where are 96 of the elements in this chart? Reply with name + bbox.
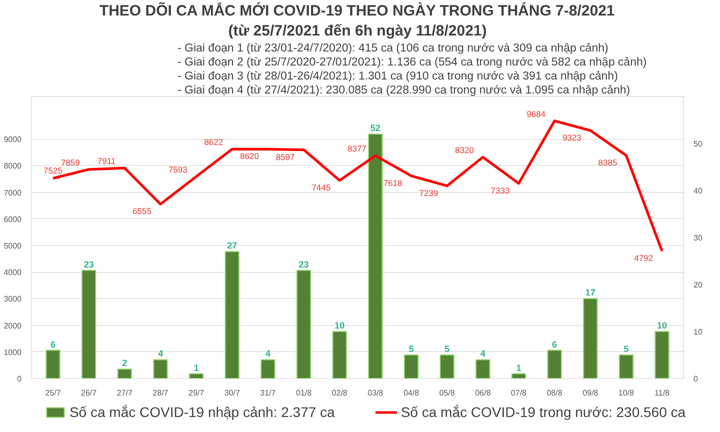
bar [117, 368, 132, 378]
bar [654, 331, 670, 378]
bar [82, 270, 96, 378]
bar [440, 354, 454, 378]
data-label: 23 [298, 259, 309, 270]
y-tick-label: 1000 [4, 348, 22, 357]
bar [296, 270, 312, 378]
x-tick-label: 02/8 [332, 388, 348, 398]
x-tick-label: 31/7 [260, 388, 276, 398]
x-tick-label: 05/8 [439, 388, 456, 398]
data-label: 23 [84, 259, 94, 270]
x-tick-label: 08/8 [546, 388, 563, 398]
y2-tick-label: 20 [694, 280, 703, 290]
legend-label: Số ca mắc COVID-19 trong nước: 230.560 ca [400, 404, 686, 420]
y2-tick-label: 0 [694, 374, 698, 384]
chart-title: THEO DÕI CA MẮC MỚI COVID-19 THEO NGÀY TRONG THÁNG 7-8/2021 [99, 2, 615, 20]
data-label: 1 [194, 362, 199, 373]
data-label: 8622 [204, 137, 224, 148]
x-tick-label: 01/8 [296, 388, 312, 398]
y2-tick-label: 10 [694, 328, 703, 336]
bar [224, 251, 240, 378]
data-label: 7593 [168, 164, 188, 174]
x-tick-label: 29/7 [188, 388, 205, 398]
data-label: 8320 [454, 145, 474, 156]
data-label: 7618 [383, 178, 403, 188]
data-label: 8597 [276, 152, 296, 162]
chart-subtitle: (từ 25/7/2021 đến 6h ngày 11/8/2021) [228, 22, 487, 40]
data-label: 5 [444, 344, 450, 354]
bar [547, 350, 562, 378]
x-tick-label: 26/7 [81, 388, 98, 398]
y2-tick-label: 50 [694, 140, 703, 148]
y-tick-label: 3000 [4, 294, 22, 304]
data-label: 27 [227, 240, 238, 251]
bar [188, 373, 204, 378]
x-tick-label: 27/7 [116, 388, 133, 398]
data-label: 2 [122, 358, 128, 368]
data-label: 4792 [634, 253, 654, 264]
y-tick-label: 2000 [4, 321, 22, 330]
y-tick-label: 0 [17, 374, 22, 384]
data-label: 7239 [419, 188, 438, 198]
y-tick-label: 5000 [4, 241, 22, 250]
data-label: 10 [657, 320, 668, 330]
x-tick-label: 28/7 [152, 388, 169, 398]
text: - Giai đoạn 4 (từ 27/4/2021): 230.085 ca (228.990 ca trong nước và 1.095 ca nhập cảnh) [178, 84, 630, 96]
bar [583, 298, 598, 378]
x-tick-label: 04/8 [403, 388, 420, 398]
data-label: 8620 [240, 151, 260, 162]
bar [46, 350, 60, 378]
text: - Giai đoạn 2 (từ 25/7/2020-27/01/2021): 1.136 ca (554 ca trong nước và 582 ca nhập cảnh) [178, 56, 647, 68]
data-label: 9684 [526, 108, 546, 119]
data-label: 17 [585, 288, 596, 298]
data-label: 52 [370, 123, 380, 134]
data-label: 7911 [97, 156, 116, 166]
x-tick-label: 25/7 [45, 388, 62, 398]
bar [368, 134, 383, 378]
y-tick-label: 6000 [4, 214, 22, 224]
data-label: 5 [624, 344, 629, 354]
data-label: 7445 [312, 182, 331, 192]
x-tick-label: 07/8 [510, 388, 528, 398]
data-label: 8377 [348, 144, 367, 154]
x-tick-label: 10/8 [618, 388, 635, 398]
data-label: 7333 [490, 185, 510, 196]
data-label: 7525 [44, 165, 63, 176]
x-tick-label: 30/7 [224, 388, 240, 398]
data-label: 6555 [132, 206, 152, 216]
x-tick-label: 03/8 [368, 388, 384, 398]
bar [404, 354, 419, 378]
bar [618, 354, 634, 378]
data-label: 6 [552, 339, 558, 350]
bar [332, 331, 347, 378]
y-tick-label: 8000 [4, 162, 22, 171]
text: - Giai đoạn 1 (từ 23/01-24/7/2020): 415 ca (106 ca trong nước và 309 ca nhập cảnh) [178, 42, 608, 54]
data-label: 8385 [598, 157, 618, 168]
y-tick-label: 4000 [4, 268, 22, 278]
y2-tick-label: 40 [694, 186, 703, 196]
data-label: 10 [334, 320, 345, 330]
data-label: 1 [516, 362, 522, 373]
y2-tick-label: 30 [694, 234, 703, 242]
bar [260, 359, 276, 378]
data-label: 6 [50, 339, 56, 350]
bar [153, 359, 168, 378]
legend-label: Số ca mắc COVID-19 nhập cảnh: 2.377 ca [69, 404, 335, 420]
x-tick-label: 09/8 [582, 388, 599, 398]
data-label: 4 [480, 348, 486, 359]
text: - Giai đoạn 3 (từ 28/01-26/4/2021): 1.301 ca (910 ca trong nước và 391 ca nhập cảnh) [178, 70, 618, 82]
y-tick-label: 9000 [4, 135, 22, 144]
x-tick-label: 06/8 [475, 388, 492, 398]
data-label: 4 [158, 348, 163, 359]
data-label: 9323 [562, 132, 582, 142]
bar [476, 359, 490, 378]
bar [511, 373, 526, 378]
data-label: 7859 [60, 157, 80, 168]
y-tick-label: 7000 [4, 188, 22, 198]
data-label: 5 [408, 344, 414, 354]
data-label: 4 [265, 348, 270, 359]
x-tick-label: 11/8 [654, 388, 670, 398]
